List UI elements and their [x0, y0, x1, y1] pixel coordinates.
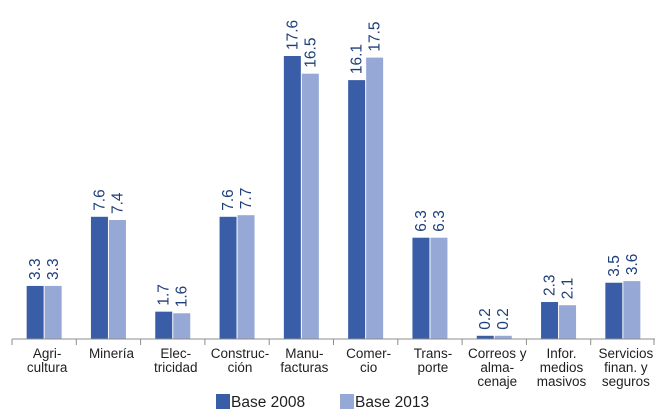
category-labels-group: Agri-cultura Minería Elec-tricidad Construc…	[27, 346, 654, 389]
category-label: Construc-	[211, 346, 270, 361]
category-label: Correos y	[468, 346, 527, 361]
category-label: tricidad	[154, 360, 198, 375]
category-label: Manu-	[285, 346, 323, 361]
category-label: Trans-	[414, 346, 453, 361]
category-label: facturas	[280, 360, 328, 375]
data-label: 1.6	[174, 286, 191, 308]
data-label: 7.4	[109, 192, 126, 214]
bar-base-2013	[44, 285, 62, 339]
bar-base-2008	[541, 302, 559, 339]
value-labels-group: 3.3 3.37.6 7.41.7 1.67.6 7.717.616.5 16.117.5…	[27, 20, 641, 330]
data-label: 7.6	[91, 189, 108, 211]
category-label: finan. y	[604, 360, 648, 375]
data-label: 2.3	[542, 274, 559, 296]
category-label: Agri-	[33, 346, 62, 361]
data-label: 3.5	[606, 255, 623, 277]
category-label: cenaje	[477, 374, 517, 389]
bar-base-2008	[476, 335, 494, 339]
data-label: 1.7	[156, 284, 173, 306]
data-label: 0.2	[495, 308, 512, 330]
bars-group	[26, 56, 641, 339]
x-axis-ticks	[11, 339, 655, 345]
bar-base-2013	[559, 305, 577, 339]
data-label: 3.3	[27, 258, 44, 280]
category-label: Elec-	[160, 346, 191, 361]
category-label: seguros	[602, 374, 650, 389]
category-label: masivos	[537, 374, 587, 389]
category-label: cultura	[27, 360, 68, 375]
legend-swatch-base-2008	[216, 394, 230, 409]
bar-base-2008	[155, 311, 173, 339]
category-label: cio	[360, 360, 377, 375]
bar-base-2013	[623, 281, 641, 339]
bar-base-2008	[26, 285, 44, 339]
bar-base-2008	[412, 237, 430, 339]
bar-base-2013	[301, 73, 319, 339]
bar-base-2008	[605, 282, 623, 339]
category-label: porte	[418, 360, 449, 375]
category-label: Minería	[89, 346, 135, 361]
bar-base-2013	[173, 313, 191, 339]
legend-label-base-2013: Base 2013	[355, 394, 429, 411]
category-label: ción	[228, 360, 253, 375]
legend: Base 2008 Base 2013	[216, 394, 429, 411]
data-label: 16.1	[349, 44, 366, 74]
category-label: Servicios	[598, 346, 653, 361]
data-label: 2.1	[560, 278, 577, 300]
category-label: medios	[540, 360, 584, 375]
legend-swatch-base-2013	[340, 394, 354, 409]
bar-base-2008	[219, 216, 237, 339]
data-label: 0.2	[477, 308, 494, 330]
data-label: 17.6	[284, 20, 301, 50]
data-label: 7.7	[238, 188, 255, 210]
category-label: alma-	[480, 360, 514, 375]
data-label: 17.5	[367, 21, 384, 51]
bar-base-2013	[108, 220, 126, 339]
legend-label-base-2008: Base 2008	[231, 394, 305, 411]
data-label: 16.5	[302, 38, 319, 68]
bar-base-2013	[366, 57, 384, 339]
bar-base-2008	[283, 56, 301, 339]
bar-base-2013	[430, 237, 448, 339]
bar-base-2008	[90, 216, 108, 339]
data-label: 6.3	[431, 210, 448, 232]
bar-base-2013	[237, 215, 255, 339]
data-label: 3.3	[45, 258, 62, 280]
category-label: Infor.	[547, 346, 577, 361]
data-label: 7.6	[220, 189, 237, 211]
category-label: Comer-	[346, 346, 391, 361]
data-label: 3.6	[624, 254, 641, 276]
data-label: 6.3	[413, 210, 430, 232]
bar-base-2013	[494, 335, 512, 339]
bar-base-2008	[348, 80, 366, 339]
